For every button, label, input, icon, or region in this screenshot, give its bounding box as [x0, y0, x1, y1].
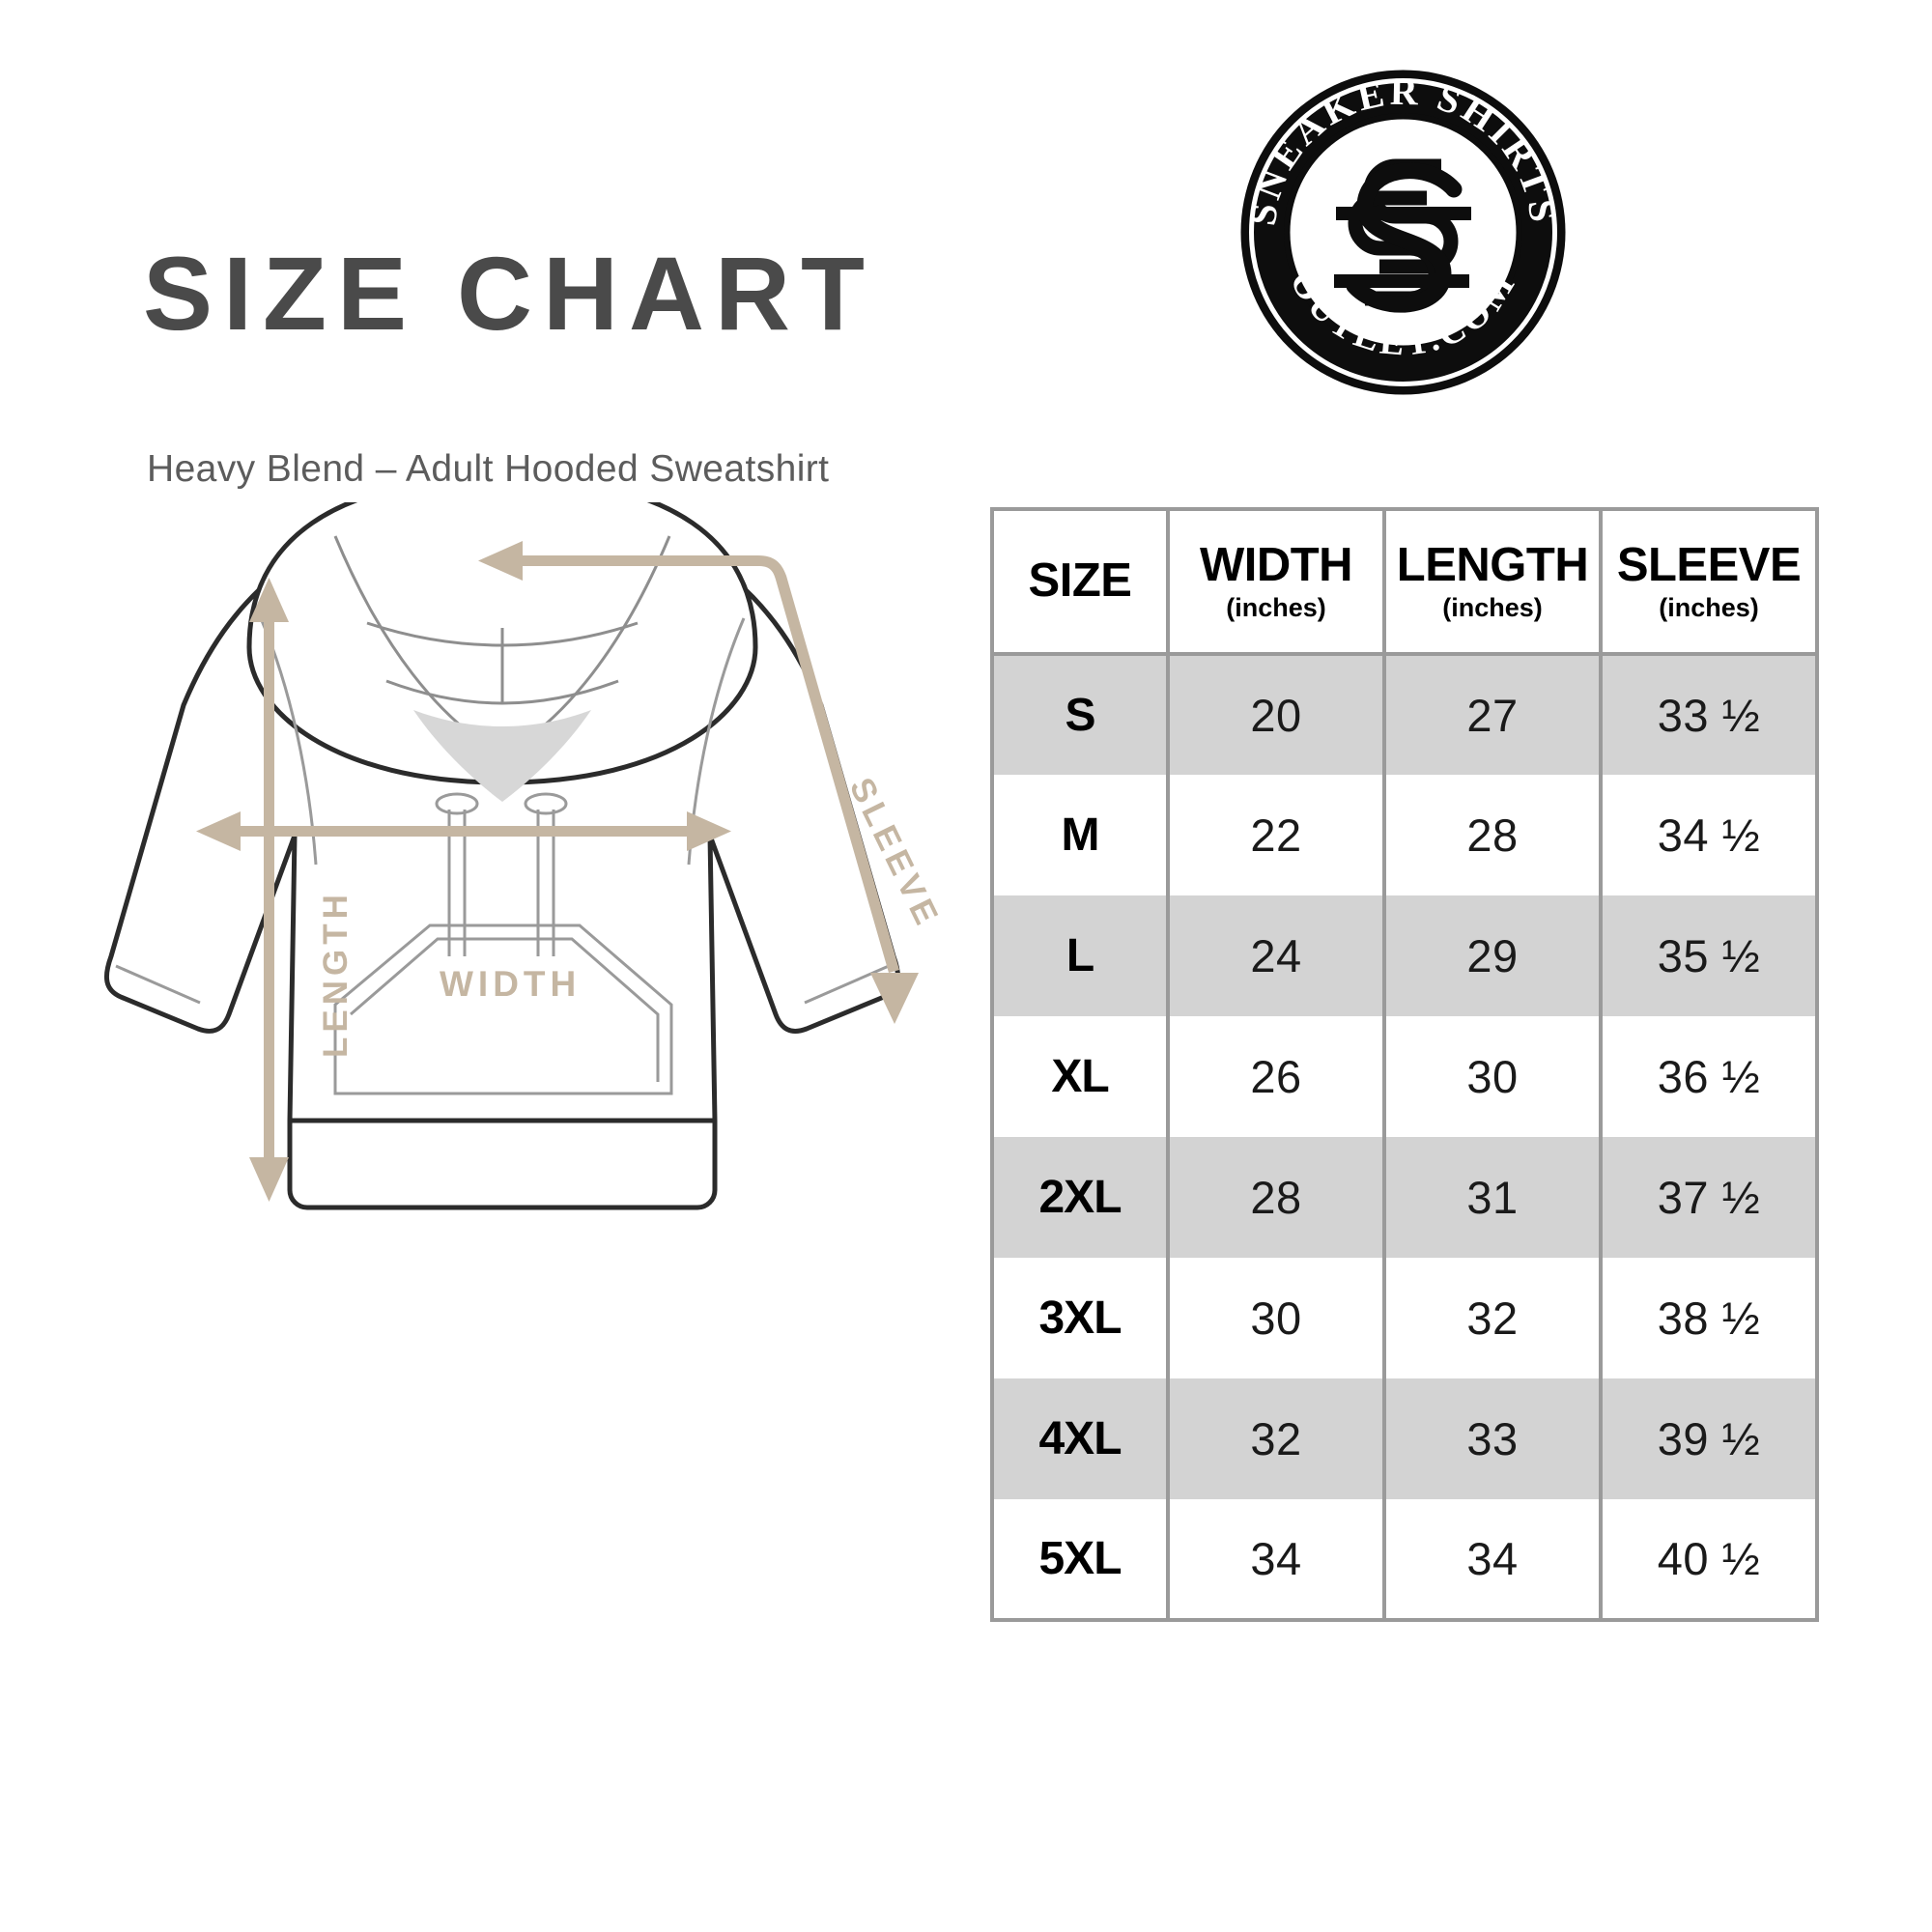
cell-size: 2XL: [990, 1137, 1170, 1258]
column-header-length: LENGTH (inches): [1382, 509, 1603, 656]
width-measure-label: WIDTH: [440, 964, 582, 1004]
page-title: SIZE CHART: [143, 235, 875, 352]
cell-size: 5XL: [990, 1499, 1170, 1620]
cell-sleeve: 37 ½: [1599, 1137, 1819, 1258]
column-header-width-units: (inches): [1226, 592, 1326, 622]
cell-width: 34: [1166, 1499, 1386, 1620]
table-row: 2XL 28 31 37 ½: [990, 1137, 1819, 1258]
cell-sleeve: 39 ½: [1599, 1378, 1819, 1499]
cell-length: 33: [1382, 1378, 1603, 1499]
size-chart-table: SIZE WIDTH (inches) LENGTH (inches) SLEE…: [990, 507, 1819, 1622]
cell-length: 29: [1382, 895, 1603, 1016]
cell-width: 22: [1166, 775, 1386, 895]
cell-size: 4XL: [990, 1378, 1170, 1499]
cell-sleeve: 35 ½: [1599, 895, 1819, 1016]
cell-sleeve: 38 ½: [1599, 1258, 1819, 1378]
cell-sleeve: 40 ½: [1599, 1499, 1819, 1620]
brand-logo: SNEAKER SHIRTS OUTLET.COM: [1236, 66, 1570, 399]
column-header-length-units: (inches): [1442, 592, 1543, 622]
cell-width: 24: [1166, 895, 1386, 1016]
column-header-sleeve: SLEEVE (inches): [1599, 509, 1819, 656]
cell-width: 28: [1166, 1137, 1386, 1258]
cell-sleeve: 36 ½: [1599, 1016, 1819, 1137]
cell-sleeve: 34 ½: [1599, 775, 1819, 895]
cell-size: L: [990, 895, 1170, 1016]
cell-sleeve: 33 ½: [1599, 654, 1819, 775]
column-header-sleeve-units: (inches): [1659, 592, 1759, 622]
cell-width: 32: [1166, 1378, 1386, 1499]
cell-size: M: [990, 775, 1170, 895]
table-row: XL 26 30 36 ½: [990, 1016, 1819, 1137]
cell-length: 28: [1382, 775, 1603, 895]
column-header-width: WIDTH (inches): [1166, 509, 1386, 656]
table-row: M 22 28 34 ½: [990, 775, 1819, 895]
table-row: 4XL 32 33 39 ½: [990, 1378, 1819, 1499]
column-header-width-label: WIDTH: [1199, 539, 1353, 592]
table-row: 5XL 34 34 40 ½: [990, 1499, 1819, 1620]
cell-length: 31: [1382, 1137, 1603, 1258]
cell-length: 34: [1382, 1499, 1603, 1620]
column-header-length-label: LENGTH: [1396, 539, 1589, 592]
table-body: S 20 27 33 ½ M 22 28 34 ½ L 24 29 35 ½ XL 26 30 36 ½ 2XL…: [990, 654, 1819, 1620]
table-header-row: SIZE WIDTH (inches) LENGTH (inches) SLEE…: [990, 509, 1819, 656]
cell-length: 27: [1382, 654, 1603, 775]
length-measure-label: LENGTH: [317, 890, 355, 1058]
column-header-size: SIZE: [990, 509, 1170, 656]
cell-length: 32: [1382, 1258, 1603, 1378]
column-header-sleeve-label: SLEEVE: [1616, 539, 1802, 592]
cell-size: 3XL: [990, 1258, 1170, 1378]
page-subtitle: Heavy Blend – Adult Hooded Sweatshirt: [147, 448, 830, 490]
cell-length: 30: [1382, 1016, 1603, 1137]
cell-width: 30: [1166, 1258, 1386, 1378]
hoodie-diagram: [92, 502, 961, 1613]
column-header-size-label: SIZE: [1028, 554, 1132, 608]
cell-size: S: [990, 654, 1170, 775]
table-row: S 20 27 33 ½: [990, 654, 1819, 775]
table-row: 3XL 30 32 38 ½: [990, 1258, 1819, 1378]
table-row: L 24 29 35 ½: [990, 895, 1819, 1016]
cell-width: 26: [1166, 1016, 1386, 1137]
cell-size: XL: [990, 1016, 1170, 1137]
cell-width: 20: [1166, 654, 1386, 775]
